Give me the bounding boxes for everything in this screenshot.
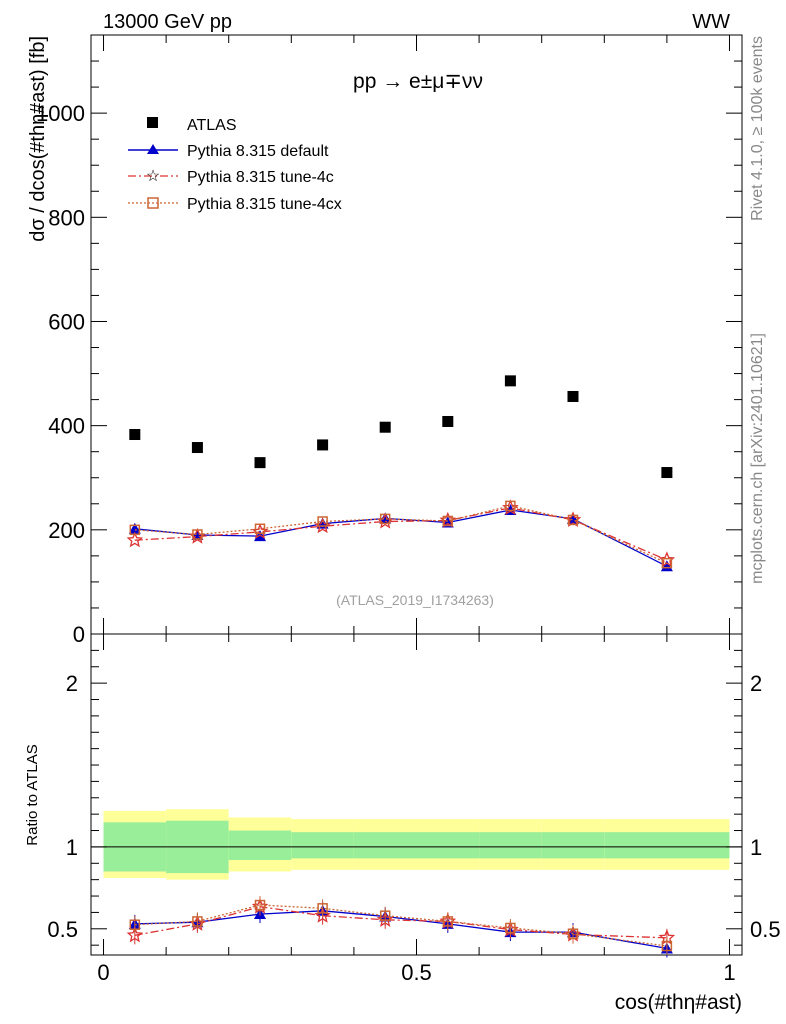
- main-y-tick-label: 600: [48, 309, 85, 334]
- series-line: [134, 509, 668, 567]
- legend: ATLAS Pythia 8.315 default ☆ Pythia 8.31…: [128, 117, 342, 213]
- x-tick-label: 0: [97, 960, 109, 985]
- x-tick-label: 0.5: [401, 960, 432, 985]
- main-y-tick-label: 0: [73, 622, 85, 647]
- data-point: [567, 514, 579, 526]
- data-point: [379, 513, 391, 525]
- legend-label-default: Pythia 8.315 default: [187, 143, 329, 160]
- rivet-side-label: Rivet 4.1.0, ≥ 100k events: [749, 36, 766, 221]
- chart-title: pp → e±μ∓νν: [353, 70, 483, 93]
- series-pythia-8-315-tune-4cx: [129, 500, 673, 569]
- ratio-inner-band: [416, 832, 480, 859]
- ratio-inner-band: [353, 832, 417, 859]
- ratio-series-pythia-8-315-tune-4cx: [129, 896, 673, 955]
- ratio-inner-band: [228, 830, 292, 861]
- data-point: [660, 560, 673, 572]
- data-point: [379, 512, 392, 524]
- ratio-inner-band: [541, 832, 605, 859]
- data-point: [191, 442, 203, 454]
- main-y-tick-label: 800: [48, 205, 85, 230]
- data-point: [317, 439, 329, 451]
- ratio-series-pythia-8-315-tune-4c: [126, 897, 676, 947]
- data-point: [567, 390, 579, 402]
- ratio-data-point: [254, 899, 266, 911]
- ratio-y-tick-label: 2: [66, 671, 78, 696]
- ratio-data-point: [317, 903, 328, 914]
- data-point: [442, 415, 454, 427]
- legend-marker-tune4cx: [147, 197, 159, 209]
- ratio-inner-band: [291, 832, 354, 859]
- x-axis-label: cos(#thη#ast): [615, 991, 742, 1014]
- main-y-axis-label: dσ / dcos(#thη#ast) [fb]: [27, 36, 49, 242]
- data-point: [379, 421, 391, 433]
- legend-marker-atlas: [147, 117, 158, 128]
- data-point: [129, 524, 141, 536]
- mcplots-side-label: mcplots.cern.ch [arXiv:2401.10621]: [749, 333, 766, 584]
- legend-label-tune4c: Pythia 8.315 tune-4c: [187, 169, 334, 186]
- ratio-series-pythia-8-315-default: [128, 901, 673, 958]
- ratio-y-tick-label: 0.5: [47, 917, 78, 942]
- data-point: [192, 529, 203, 540]
- ratio-data-point: [661, 940, 673, 952]
- data-point: [505, 500, 516, 512]
- x-tick-label: 1: [723, 960, 735, 985]
- series-atlas: [129, 375, 673, 479]
- data-point: [129, 429, 141, 441]
- ratio-series-line: [134, 906, 667, 939]
- legend-marker-default: [147, 144, 159, 154]
- series-line: [134, 507, 668, 561]
- ratio-y-tick-label-right: 0.5: [750, 917, 781, 942]
- ratio-y-tick-label-right: 2: [750, 671, 762, 696]
- series-pythia-8-315-default: [128, 504, 673, 572]
- data-point: [504, 375, 516, 387]
- ratio-y-axis-label: Ratio to ATLAS: [24, 744, 41, 845]
- legend-label-tune4cx: Pythia 8.315 tune-4cx: [187, 196, 342, 213]
- ratio-y-tick-label-right: 1: [750, 835, 762, 860]
- series-pythia-8-315-tune-4c: [126, 499, 676, 568]
- data-point: [254, 523, 266, 535]
- series-line: [134, 505, 668, 564]
- main-y-tick-label: 200: [48, 518, 85, 543]
- top-left-label: 13000 GeV pp: [103, 11, 232, 33]
- ratio-inner-band: [604, 832, 730, 859]
- ratio-data-point: [567, 928, 579, 939]
- main-y-tick-label: 400: [48, 414, 85, 439]
- main-y-tick-label: 1000: [36, 101, 85, 126]
- ratio-inner-band: [479, 832, 542, 859]
- ratio-data-point: [129, 919, 141, 930]
- data-point: [442, 515, 454, 527]
- ratio-data-point: [192, 916, 203, 927]
- ratio-data-point: [505, 922, 516, 934]
- data-point: [254, 457, 266, 469]
- data-point: [126, 531, 144, 548]
- top-right-label: WW: [692, 11, 730, 33]
- analysis-reference-label: (ATLAS_2019_I1734263): [336, 592, 494, 608]
- ratio-data-point: [126, 926, 144, 943]
- ratio-series-line: [134, 904, 667, 947]
- ratio-panel-frame: [90, 633, 743, 956]
- data-point: [661, 557, 673, 569]
- data-point: [317, 516, 328, 527]
- legend-marker-tune4c: ☆: [146, 168, 160, 185]
- legend-label-atlas: ATLAS: [187, 117, 237, 134]
- ratio-y-tick-label: 1: [66, 835, 78, 860]
- data-point: [128, 522, 141, 534]
- ratio-data-point: [379, 910, 391, 921]
- ratio-data-point: [442, 916, 454, 927]
- data-point: [661, 467, 673, 479]
